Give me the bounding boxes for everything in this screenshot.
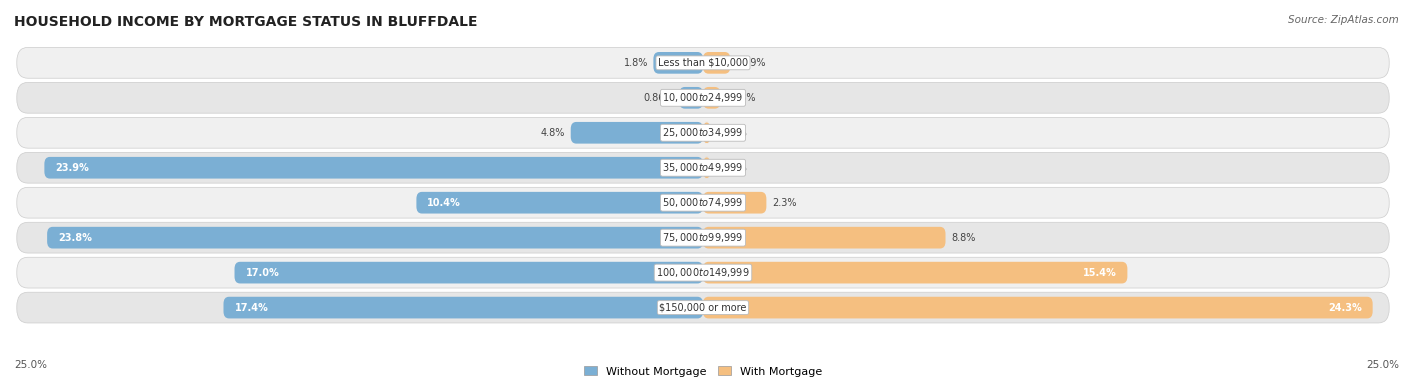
Text: $25,000 to $34,999: $25,000 to $34,999 <box>662 126 744 139</box>
Text: $75,000 to $99,999: $75,000 to $99,999 <box>662 231 744 244</box>
Text: $10,000 to $24,999: $10,000 to $24,999 <box>662 91 744 104</box>
Legend: Without Mortgage, With Mortgage: Without Mortgage, With Mortgage <box>579 362 827 378</box>
Text: $100,000 to $149,999: $100,000 to $149,999 <box>657 266 749 279</box>
FancyBboxPatch shape <box>17 292 1389 323</box>
Text: 15.4%: 15.4% <box>1083 268 1116 277</box>
FancyBboxPatch shape <box>679 87 703 108</box>
FancyBboxPatch shape <box>17 152 1389 183</box>
FancyBboxPatch shape <box>17 118 1389 148</box>
FancyBboxPatch shape <box>703 157 710 178</box>
FancyBboxPatch shape <box>17 187 1389 218</box>
Text: 10.4%: 10.4% <box>427 198 461 208</box>
Text: 4.8%: 4.8% <box>541 128 565 138</box>
FancyBboxPatch shape <box>48 227 703 248</box>
Text: Less than $10,000: Less than $10,000 <box>658 58 748 68</box>
FancyBboxPatch shape <box>703 52 730 74</box>
Text: HOUSEHOLD INCOME BY MORTGAGE STATUS IN BLUFFDALE: HOUSEHOLD INCOME BY MORTGAGE STATUS IN B… <box>14 15 478 29</box>
Text: 25.0%: 25.0% <box>14 361 46 370</box>
Text: $35,000 to $49,999: $35,000 to $49,999 <box>662 161 744 174</box>
Text: 0.27%: 0.27% <box>716 163 747 173</box>
FancyBboxPatch shape <box>703 227 945 248</box>
FancyBboxPatch shape <box>703 262 1128 284</box>
Text: $150,000 or more: $150,000 or more <box>659 303 747 313</box>
Text: 23.9%: 23.9% <box>55 163 89 173</box>
Text: 17.4%: 17.4% <box>235 303 269 313</box>
FancyBboxPatch shape <box>17 257 1389 288</box>
Text: 0.63%: 0.63% <box>725 93 756 103</box>
Text: 23.8%: 23.8% <box>58 233 91 243</box>
Text: 2.3%: 2.3% <box>772 198 796 208</box>
FancyBboxPatch shape <box>654 52 703 74</box>
FancyBboxPatch shape <box>235 262 703 284</box>
FancyBboxPatch shape <box>703 192 766 214</box>
FancyBboxPatch shape <box>703 87 720 108</box>
Text: 25.0%: 25.0% <box>1367 361 1399 370</box>
FancyBboxPatch shape <box>703 297 1372 318</box>
Text: 24.3%: 24.3% <box>1327 303 1361 313</box>
FancyBboxPatch shape <box>45 157 703 178</box>
Text: 0.99%: 0.99% <box>735 58 766 68</box>
Text: Source: ZipAtlas.com: Source: ZipAtlas.com <box>1288 15 1399 25</box>
FancyBboxPatch shape <box>224 297 703 318</box>
FancyBboxPatch shape <box>571 122 703 144</box>
Text: 17.0%: 17.0% <box>246 268 280 277</box>
Text: 8.8%: 8.8% <box>950 233 976 243</box>
FancyBboxPatch shape <box>17 222 1389 253</box>
FancyBboxPatch shape <box>17 48 1389 78</box>
Text: 0.86%: 0.86% <box>644 93 673 103</box>
Text: $50,000 to $74,999: $50,000 to $74,999 <box>662 196 744 209</box>
Text: 1.8%: 1.8% <box>623 58 648 68</box>
FancyBboxPatch shape <box>416 192 703 214</box>
Text: 0.27%: 0.27% <box>716 128 747 138</box>
FancyBboxPatch shape <box>703 122 710 144</box>
FancyBboxPatch shape <box>17 82 1389 113</box>
